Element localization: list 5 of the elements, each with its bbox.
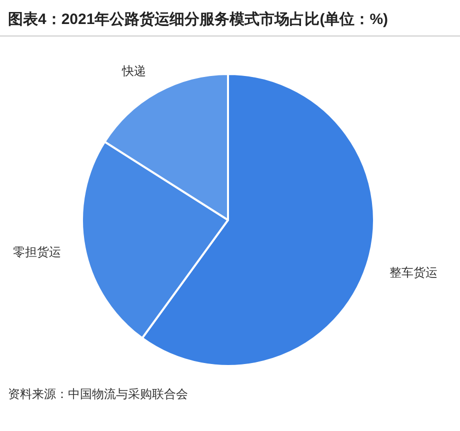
slice-label: 快递 [121,64,146,78]
chart-title: 图表4：2021年公路货运细分服务模式市场占比(单位：%) [8,10,388,28]
slice-label: 零担货运 [13,244,62,259]
slice-label: 整车货运 [390,266,438,280]
text: 资料来源：中国物流与采购联合会 [8,387,188,401]
